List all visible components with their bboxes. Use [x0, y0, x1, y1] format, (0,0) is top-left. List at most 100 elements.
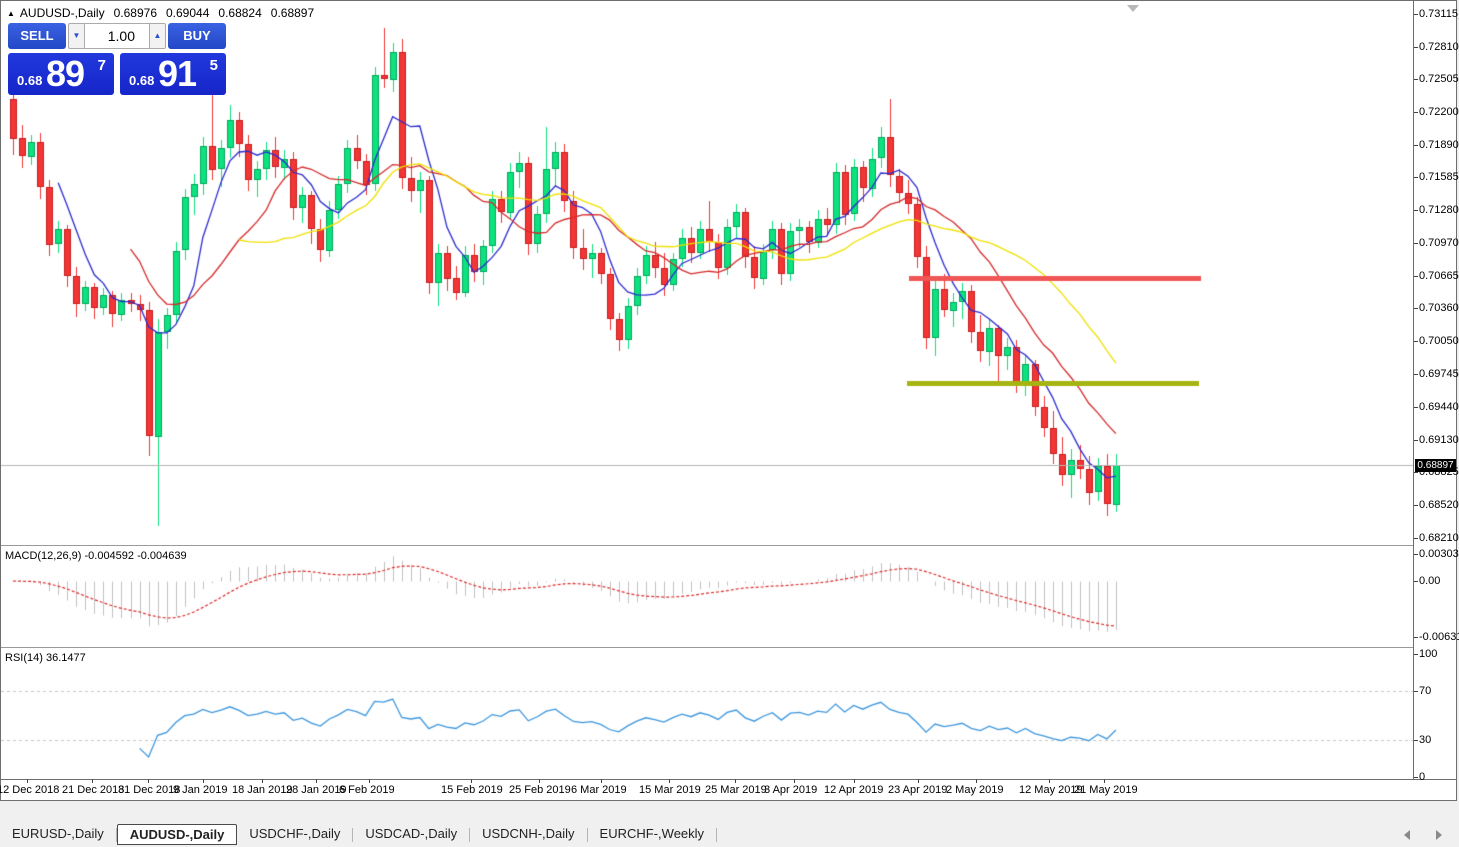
chart-tab-usdcnh[interactable]: USDCNH-,Daily [482, 826, 575, 841]
date-axis-tickmark [976, 779, 977, 783]
date-axis-tick-label: 2 May 2019 [946, 784, 1004, 796]
date-axis-border [1, 779, 1456, 780]
date-axis-tickmark [539, 779, 540, 783]
price-axis-tick-label: 0.70665 [1419, 269, 1459, 282]
date-axis-tickmark [92, 779, 93, 783]
volume-increase-button[interactable]: ▲ [149, 23, 166, 49]
tab-scroll-right-icon[interactable] [1436, 830, 1442, 840]
macd-axis-tickmark [1414, 581, 1418, 582]
date-axis-tick-label: 9 Jan 2019 [173, 784, 228, 796]
rsi-axis-tickmark [1414, 740, 1418, 742]
chart-tab-eurchf[interactable]: EURCHF-,Weekly [599, 826, 705, 841]
price-axis-border [1413, 1, 1414, 779]
price-axis-tick-label: 0.70360 [1419, 302, 1459, 315]
date-axis-tickmark [735, 779, 736, 783]
tab-divider [115, 828, 117, 842]
date-axis-tickmark [794, 779, 795, 783]
rsi-axis-tickmark [1414, 690, 1418, 692]
date-axis-tickmark [27, 779, 28, 783]
quote-value: 0.69044 [166, 6, 210, 20]
date-axis-tickmark [148, 779, 149, 783]
price-axis-tickmark [1414, 538, 1418, 539]
date-axis-tick-label: 12 May 2019 [1019, 784, 1083, 796]
macd-indicator-canvas[interactable] [1, 547, 1413, 647]
price-axis-tickmark [1414, 14, 1418, 15]
buy-price-big-digits: 91 [158, 53, 197, 94]
price-axis-tickmark [1414, 46, 1418, 48]
buy-button[interactable]: BUY [168, 23, 226, 49]
sell-price-prefix: 0.68 [17, 73, 43, 88]
buy-price-box[interactable]: 0.68 91 5 [120, 53, 226, 95]
price-axis-tickmark [1414, 144, 1418, 146]
chart-tab-eurusd[interactable]: EURUSD-,Daily [12, 826, 104, 841]
price-axis-tick-label: 0.69130 [1419, 433, 1459, 446]
rsi-axis-tickmark [1414, 777, 1418, 778]
price-axis-tickmark [1414, 341, 1418, 343]
price-axis-tick-label: 0.71585 [1419, 171, 1459, 184]
quote-value: 0.68897 [270, 6, 315, 20]
chart-title: ▲ AUDUSD-,Daily 0.68976 0.69044 0.68824 0.688… [7, 6, 314, 20]
price-axis-tickmark [1414, 406, 1418, 408]
date-axis-tickmark [203, 779, 204, 783]
price-axis-tick-label: 0.70050 [1419, 335, 1459, 348]
price-axis-tickmark [1414, 504, 1418, 506]
date-axis-tick-label: 31 Dec 2018 [118, 784, 181, 796]
rsi-axis-tick-label: 0 [1419, 771, 1426, 783]
rsi-axis-tick-label: 100 [1419, 648, 1438, 660]
tab-scroll-left-icon[interactable] [1404, 830, 1410, 840]
price-axis-tickmark [1414, 177, 1418, 179]
pane-splitter-rsi[interactable] [1, 647, 1413, 649]
buy-price-prefix: 0.68 [129, 73, 155, 88]
chart-tab-audusd[interactable]: AUDUSD-,Daily [116, 824, 238, 845]
price-axis-tickmark [1414, 210, 1418, 212]
price-axis-tick-label: 0.68520 [1419, 498, 1459, 511]
price-axis-tick-label: 0.71890 [1419, 138, 1459, 151]
price-axis-tick-label: 0.72200 [1419, 105, 1459, 118]
sell-button[interactable]: SELL [8, 23, 66, 49]
macd-indicator-label: MACD(12,26,9) -0.004592 -0.004639 [5, 550, 187, 562]
buy-price-pip-digit: 5 [209, 57, 218, 74]
date-axis-tick-label: 23 Apr 2019 [888, 784, 948, 796]
chart-tab-usdchf[interactable]: USDCHF-,Daily [249, 826, 341, 841]
date-axis-tickmark [854, 779, 855, 783]
rsi-axis-tick-label: 70 [1419, 684, 1432, 697]
date-axis-tick-label: 6 Feb 2019 [339, 784, 395, 796]
tab-divider [352, 828, 354, 842]
chart-autoscroll-marker-icon[interactable] [1127, 5, 1139, 12]
date-axis-tick-label: 21 May 2019 [1074, 784, 1138, 796]
price-chart-canvas[interactable] [1, 1, 1413, 545]
date-axis-tick-label: 6 Mar 2019 [571, 784, 627, 796]
macd-axis-tick-label: -0.00631 [1419, 631, 1459, 643]
price-axis-tick-label: 0.71280 [1419, 204, 1459, 217]
price-axis-tick-label: 0.72810 [1419, 40, 1459, 53]
price-axis-tick-label: 0.73115 [1419, 8, 1458, 20]
sell-price-box[interactable]: 0.68 89 7 [8, 53, 114, 95]
chart-tab-usdcad[interactable]: USDCAD-,Daily [365, 826, 458, 841]
chart-window: ▲ AUDUSD-,Daily 0.68976 0.69044 0.68824 0.688… [0, 0, 1459, 801]
date-axis-tickmark [1104, 779, 1105, 783]
collapse-panel-icon[interactable]: ▲ [7, 9, 15, 18]
price-axis-tick-label: 0.68825 [1419, 466, 1459, 479]
chart-symbol-period: AUDUSD-,Daily [19, 6, 105, 20]
volume-decrease-button[interactable]: ▼ [68, 23, 85, 49]
price-axis-tickmark [1414, 111, 1418, 113]
date-axis-tickmark [471, 779, 472, 783]
price-axis-tick-label: 0.69440 [1419, 400, 1459, 413]
macd-axis-tick-label: 0.00 [1419, 575, 1441, 587]
date-axis-tickmark [918, 779, 919, 783]
rsi-axis-tickmark [1414, 654, 1418, 655]
price-axis-tick-label: 0.69745 [1419, 368, 1459, 381]
volume-input[interactable] [85, 23, 149, 49]
pane-splitter-macd[interactable] [1, 545, 1413, 547]
date-axis-tickmark [316, 779, 317, 783]
date-axis-tickmark [601, 779, 602, 783]
sell-price-pip-digit: 7 [97, 57, 106, 74]
date-axis-tick-label: 25 Feb 2019 [509, 784, 571, 796]
price-axis-tickmark [1414, 374, 1418, 376]
quote-value: 0.68824 [218, 6, 262, 20]
price-axis-tickmark [1414, 243, 1418, 245]
rsi-indicator-canvas[interactable] [1, 649, 1413, 779]
tab-divider [716, 828, 718, 842]
date-axis-tick-label: 15 Feb 2019 [441, 784, 503, 796]
